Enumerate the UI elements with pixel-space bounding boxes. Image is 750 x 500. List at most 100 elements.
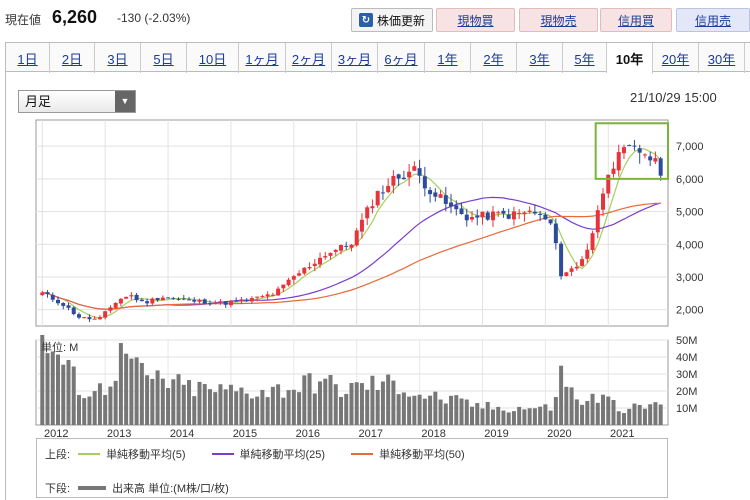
legend-item-sma5: 単純移動平均(5): [106, 449, 186, 461]
volume-bar: [270, 386, 275, 425]
candle-body: [370, 206, 375, 209]
volume-bar: [470, 406, 475, 425]
volume-bar: [333, 384, 338, 425]
highlight-rectangle: [594, 122, 669, 180]
tab-1y[interactable]: 1年: [425, 43, 471, 73]
candle-body: [56, 299, 61, 304]
candle-body: [480, 211, 485, 218]
tab-2d[interactable]: 2日: [50, 43, 95, 73]
volume-bar: [375, 389, 380, 425]
tab-2y[interactable]: 2年: [471, 43, 517, 73]
tab-3y[interactable]: 3年: [517, 43, 563, 73]
volume-bar: [370, 375, 375, 425]
volume-bar: [517, 406, 522, 425]
candle-body: [559, 243, 564, 277]
candle-body: [228, 301, 233, 306]
volume-bar: [501, 410, 506, 425]
candle-body: [475, 215, 480, 218]
volume-bar: [344, 393, 349, 425]
volume-bar: [66, 360, 71, 425]
volume-bar: [653, 402, 658, 425]
candle-body: [181, 298, 186, 300]
candle-body: [108, 307, 113, 311]
x-tick-label: 2013: [107, 428, 131, 440]
volume-bar: [606, 396, 611, 425]
volume-bar: [328, 374, 333, 425]
tab-1m[interactable]: 1ヶ月: [239, 43, 286, 73]
tab-6m[interactable]: 6ヶ月: [378, 43, 425, 73]
cash-buy-button[interactable]: 現物買: [436, 8, 515, 32]
price-y-tick-label: 6,000: [676, 174, 704, 186]
candle-body: [590, 233, 595, 250]
candle-body: [82, 317, 87, 319]
volume-bar: [532, 408, 537, 425]
volume-bar: [548, 410, 553, 425]
cash-sell-button[interactable]: 現物売: [519, 8, 598, 32]
candle-body: [166, 297, 171, 299]
tab-10y[interactable]: 10年: [607, 43, 653, 74]
volume-bar: [97, 383, 102, 425]
candle-body: [464, 214, 469, 221]
volume-bar: [239, 387, 244, 425]
tab-5d[interactable]: 5日: [141, 43, 187, 73]
margin-sell-button[interactable]: 信用売: [676, 8, 750, 32]
margin-buy-button[interactable]: 信用買: [600, 8, 672, 32]
candle-body: [616, 152, 621, 171]
price-y-tick-label: 3,000: [676, 272, 704, 284]
volume-bar: [480, 408, 485, 425]
volume-bar: [187, 380, 192, 425]
candle-body: [569, 268, 574, 272]
tab-1d[interactable]: 1日: [6, 43, 50, 73]
volume-bar: [585, 401, 590, 425]
tab-3d[interactable]: 3日: [95, 43, 141, 73]
volume-bar: [359, 383, 364, 425]
refresh-price-button[interactable]: ↻ 株価更新: [351, 8, 433, 32]
x-tick-label: 2017: [358, 428, 382, 440]
legend-swatch-sma5: [78, 453, 101, 455]
candle-body: [71, 307, 76, 315]
candle-body: [412, 166, 417, 171]
volume-bar: [218, 384, 223, 425]
candle-body: [92, 318, 97, 320]
moving-average-line: [42, 202, 661, 310]
volume-bar: [580, 404, 585, 425]
tab-20y[interactable]: 20年: [653, 43, 699, 73]
candle-body: [318, 257, 323, 265]
candle-body: [470, 217, 475, 220]
volume-bar: [621, 413, 626, 425]
volume-bars: [40, 334, 663, 425]
volume-bar: [192, 396, 197, 425]
volume-bar: [71, 366, 76, 425]
candle-body: [276, 288, 281, 296]
current-price-label: 現在値: [5, 13, 42, 27]
highlight-box: [594, 122, 669, 180]
x-axis: 2012 2013 2014 2015 2016 2017 2018 2019 2020 2021: [44, 428, 634, 440]
candlesticks: [40, 139, 663, 322]
candle-body: [118, 298, 123, 304]
volume-bar: [564, 386, 569, 425]
volume-bar: [365, 389, 370, 425]
legend-swatch-sma25: [211, 453, 234, 455]
price-y-tick-label: 2,000: [676, 305, 704, 317]
candle-body: [417, 168, 422, 176]
volume-bar: [202, 384, 207, 425]
tab-5y[interactable]: 5年: [563, 43, 607, 73]
volume-bar: [658, 404, 663, 425]
tab-3m[interactable]: 3ヶ月: [332, 43, 378, 73]
legend-item-volume: 出来高 単位:(M株/口/枚): [112, 483, 229, 495]
volume-bar: [318, 381, 323, 425]
price-y-tick-label: 5,000: [676, 207, 704, 219]
volume-bar: [297, 392, 302, 425]
x-tick-label: 2019: [484, 428, 508, 440]
tab-30y[interactable]: 30年: [699, 43, 745, 73]
volume-bar: [417, 394, 422, 425]
candle-body: [375, 191, 380, 206]
interval-select[interactable]: 月足 ▼: [18, 90, 136, 113]
candle-body: [459, 208, 464, 215]
volume-y-tick-label: 40M: [676, 352, 697, 364]
legend-item-sma25: 単純移動平均(25): [239, 449, 326, 461]
legend-swatch-volume: [78, 486, 107, 490]
price-gridlines: [36, 120, 668, 326]
tab-10d[interactable]: 10日: [187, 43, 239, 73]
tab-2m[interactable]: 2ヶ月: [286, 43, 332, 73]
